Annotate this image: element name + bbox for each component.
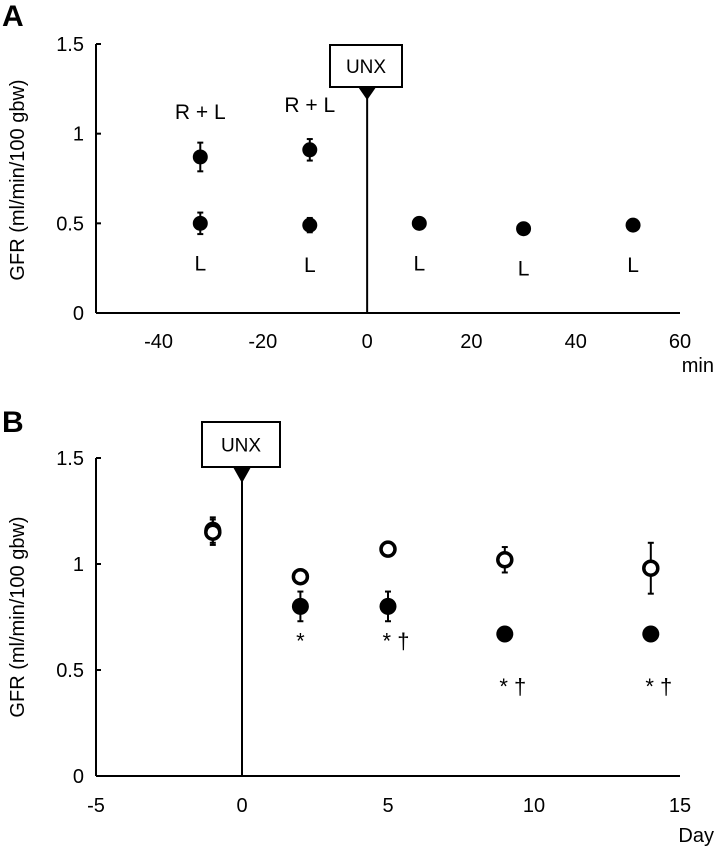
data-point-open: [642, 559, 660, 577]
data-point-open: [379, 540, 397, 558]
point-annotation: L: [194, 252, 206, 275]
x-tick-label: -20: [248, 331, 277, 353]
data-point-filled: [192, 215, 208, 231]
y-tick-label: 0: [73, 303, 84, 325]
point-annotation: L: [304, 254, 316, 277]
point-annotation: L: [413, 252, 425, 275]
unx-label: UNX: [221, 436, 261, 457]
point-annotation: *: [296, 628, 305, 653]
point-annotation: * †: [383, 628, 410, 653]
point-annotation: L: [627, 254, 639, 277]
x-tick-label: -40: [144, 331, 173, 353]
point-annotation: * †: [499, 674, 526, 699]
x-axis-label: min: [682, 355, 714, 377]
x-tick-label: 0: [362, 331, 373, 353]
data-point-filled: [516, 221, 532, 237]
y-axis-label: GFR (ml/min/100 gbw): [7, 79, 29, 280]
data-point-filled: [379, 597, 397, 615]
data-point-open: [204, 523, 222, 541]
data-point-filled: [411, 215, 427, 231]
data-point-filled: [192, 149, 208, 165]
x-tick-label: 60: [669, 331, 691, 353]
x-tick-label: 15: [669, 795, 691, 817]
data-point-open: [496, 551, 514, 569]
point-annotation: R + L: [284, 94, 335, 117]
unx-label: UNX: [346, 57, 386, 78]
data-point-filled: [642, 625, 660, 643]
y-tick-label: 0: [73, 766, 84, 788]
y-tick-label: 1: [73, 124, 84, 146]
point-annotation: * †: [645, 674, 672, 699]
y-tick-label: 1.5: [56, 34, 84, 56]
y-tick-label: 0.5: [56, 213, 84, 235]
data-point-filled: [291, 597, 309, 615]
data-point-open: [291, 567, 310, 586]
x-tick-label: 20: [460, 331, 482, 353]
data-point-filled: [302, 142, 318, 158]
y-tick-label: 1: [73, 554, 84, 576]
y-tick-label: 0.5: [56, 660, 84, 682]
x-axis-label: Day: [678, 825, 714, 847]
y-axis-label: GFR (ml/min/100 gbw): [7, 516, 29, 717]
x-tick-label: 0: [236, 795, 247, 817]
panel-label-a: A: [2, 0, 24, 33]
data-point-filled: [302, 217, 318, 233]
panel-label-b: B: [2, 406, 24, 439]
x-tick-label: -5: [87, 795, 105, 817]
data-point-filled: [625, 217, 641, 233]
point-annotation: R + L: [175, 101, 226, 124]
data-point-filled: [496, 625, 514, 643]
x-tick-label: 40: [565, 331, 587, 353]
unx-arrow-icon: [358, 87, 377, 100]
point-annotation: L: [518, 258, 530, 281]
unx-box: [201, 421, 281, 468]
y-tick-label: 1.5: [56, 448, 84, 470]
unx-arrow-icon: [233, 467, 251, 483]
x-tick-label: 10: [523, 795, 545, 817]
x-tick-label: 5: [382, 795, 393, 817]
